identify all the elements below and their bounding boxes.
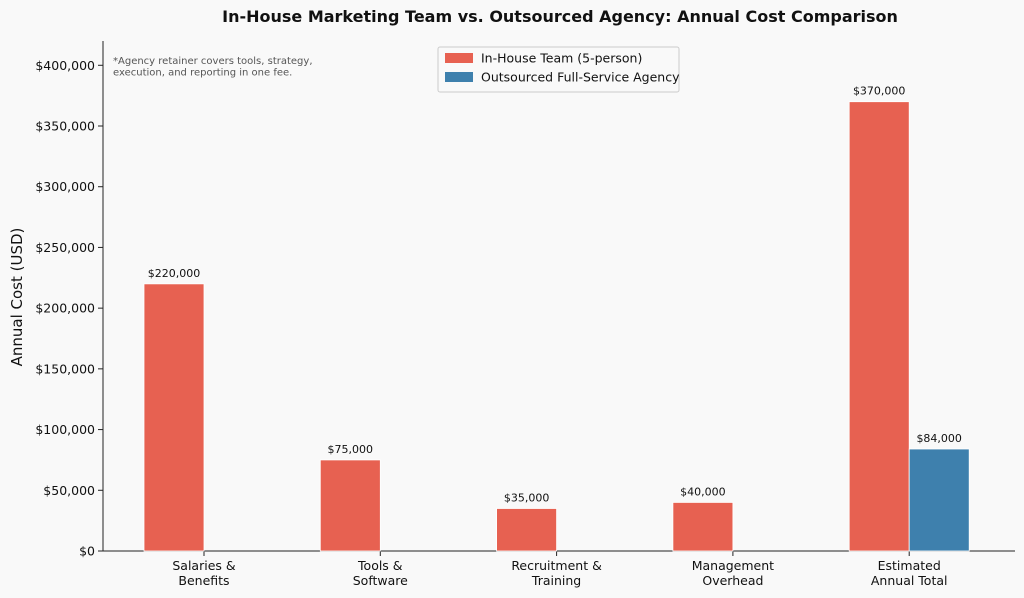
y-tick-label: $200,000 <box>35 301 95 316</box>
chart-title: In-House Marketing Team vs. Outsourced A… <box>222 7 898 26</box>
x-tick-label: Recruitment & Training <box>511 558 602 588</box>
bar-value-label: $370,000 <box>853 85 906 98</box>
legend-swatch <box>445 72 473 82</box>
bar <box>319 459 381 552</box>
bar <box>496 508 558 552</box>
y-tick-label: $100,000 <box>35 422 95 437</box>
y-tick-label: $400,000 <box>35 58 95 73</box>
legend-swatch <box>445 53 473 63</box>
bar-value-label: $220,000 <box>148 267 201 280</box>
bar-value-label: $84,000 <box>916 432 962 445</box>
y-tick-label: $0 <box>79 544 95 559</box>
bar-value-label: $40,000 <box>680 485 726 498</box>
x-tick-label: Tools & Software <box>353 558 408 588</box>
bar <box>143 283 205 552</box>
bar-value-label: $75,000 <box>328 443 374 456</box>
legend-label: Outsourced Full-Service Agency <box>481 70 680 85</box>
bar <box>908 448 970 552</box>
legend-label: In-House Team (5-person) <box>481 51 642 66</box>
y-tick-label: $150,000 <box>35 361 95 376</box>
bar <box>672 502 734 552</box>
bar <box>848 101 910 552</box>
y-axis-label: Annual Cost (USD) <box>8 228 26 367</box>
x-tick-label: Estimated Annual Total <box>871 558 948 588</box>
bar-value-label: $35,000 <box>504 492 550 505</box>
y-tick-label: $250,000 <box>35 240 95 255</box>
y-tick-label: $300,000 <box>35 179 95 194</box>
legend-box <box>437 46 680 93</box>
x-tick-label: Salaries & Benefits <box>172 558 236 588</box>
y-tick-label: $350,000 <box>35 119 95 134</box>
annotation-note: *Agency retainer covers tools, strategy, <box>113 56 313 67</box>
plot-area: $0 $50,000 $100,000 $150,000 $200,000 $250,00… <box>35 41 1015 588</box>
annotation-note: execution, and reporting in one fee. <box>113 68 292 79</box>
y-tick-label: $50,000 <box>43 483 95 498</box>
x-tick-label: Management Overhead <box>692 558 774 588</box>
